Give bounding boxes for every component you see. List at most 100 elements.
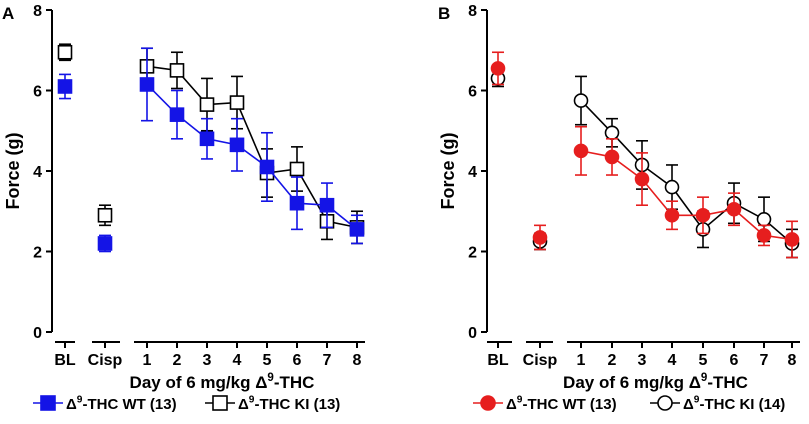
panel-A: A 0 2 4 6 8 Force (g) BL Cisp 1 2 3 4 5 6 7 8 Day of 6 mg… [2,3,365,413]
x-tick-label: BL [487,352,509,369]
data-point [97,236,113,251]
label-part: -THC WT (13) [82,396,176,413]
legend-entry-0: Δ9-THC WT (13) [473,395,617,413]
legend-marker [212,395,228,411]
x-tick-label: 3 [638,352,647,369]
y-tick-label: 2 [33,245,42,262]
label-part: 9 [249,395,255,406]
x-tick-label: 5 [699,352,708,369]
data-point [573,93,589,108]
legend-entry-0: Δ9-THC WT (13) [33,395,177,413]
label-part: Δ [506,396,517,413]
y-axis-label: Force (g) [3,132,23,209]
series-1 [490,69,800,259]
x-tick-label: 3 [203,352,212,369]
panel-letter: B [438,4,450,23]
x-axis-label: Day of 6 mg/kg Δ9-THC [130,372,315,392]
y-tick-label: 8 [33,3,42,20]
data-point [695,207,711,223]
data-point [604,149,620,165]
data-point [604,125,620,141]
legend-marker [480,395,496,411]
legend-marker [40,395,56,411]
x-tick-label: 4 [668,352,677,369]
x-tick-label: 7 [323,352,332,369]
panel-B: B 0 2 4 6 8 Force (g) BL Cisp 1 2 3 4 5 6 7 8 Day of 6 mg… [438,3,800,413]
data-point [756,228,772,243]
data-point [756,212,772,227]
label-part: -THC [707,373,748,392]
x-tick-label: 4 [233,352,242,369]
legend-label: Δ9-THC KI (14) [683,395,785,413]
data-point [784,232,800,247]
x-tick-label: 8 [788,352,797,369]
x-tick-label: 2 [173,352,182,369]
series-0 [57,47,365,253]
x-tick-label: 1 [577,352,586,369]
x-tick-label: Cisp [88,352,123,369]
legend-label: Δ9-THC KI (13) [238,395,340,413]
data-point [229,137,245,153]
legend-entry-1: Δ9-THC KI (14) [650,395,785,413]
label-part: Δ [255,373,267,392]
x-tick-label: Cisp [523,352,558,369]
y-tick-label: 2 [468,245,477,262]
data-point [289,195,305,211]
label-part: -THC KI (14) [699,396,785,413]
label-part: 9 [694,395,700,406]
legend-marker [657,395,673,411]
data-point [229,95,245,110]
x-tick-label: 1 [143,352,152,369]
label-part: 9 [517,395,523,406]
x-tick-label: 5 [263,352,272,369]
x-tick-label: 8 [353,352,362,369]
data-point [97,207,113,223]
label-part: Δ [238,396,249,413]
y-tick-label: 6 [33,84,42,101]
y-tick-label: 4 [33,164,42,181]
y-tick-label: 0 [33,325,42,342]
label-part: Δ [683,396,694,413]
y-tick-label: 8 [468,3,477,20]
series-0 [490,51,800,259]
data-point [169,107,185,122]
label-part: -THC [274,373,315,392]
legend-entry-1: Δ9-THC KI (13) [205,395,340,413]
x-tick-label: 6 [730,352,739,369]
label-part: Day of 6 mg/kg [563,373,689,392]
label-part: 9 [267,372,273,384]
x-axis-label: Day of 6 mg/kg Δ9-THC [563,372,748,392]
data-point [319,197,335,213]
x-tick-label: 7 [760,352,769,369]
data-point [634,171,650,187]
data-point [664,207,680,223]
label-part: -THC WT (13) [522,396,616,413]
label-part: 9 [701,372,707,384]
data-point [199,131,215,147]
label-part: Δ [66,396,77,413]
data-point [259,159,275,175]
data-point [349,222,365,237]
x-tick-label: 6 [293,352,302,369]
y-tick-label: 0 [468,325,477,342]
x-tick-label: BL [54,352,76,369]
data-point [532,230,548,245]
y-axis-label: Force (g) [438,132,458,209]
data-point [289,161,305,177]
data-point [726,201,742,217]
data-point [199,97,215,112]
legend-label: Δ9-THC WT (13) [506,395,617,413]
data-point [573,143,589,159]
y-tick-label: 4 [468,164,477,181]
data-point [139,77,155,92]
data-point [490,61,506,76]
y-tick-label: 6 [468,84,477,101]
data-point [664,179,680,195]
label-part: Δ [689,373,701,392]
label-part: Day of 6 mg/kg [130,373,256,392]
label-part: -THC KI (13) [254,396,340,413]
legend-label: Δ9-THC WT (13) [66,395,177,413]
data-point [57,44,73,60]
data-point [57,79,73,94]
